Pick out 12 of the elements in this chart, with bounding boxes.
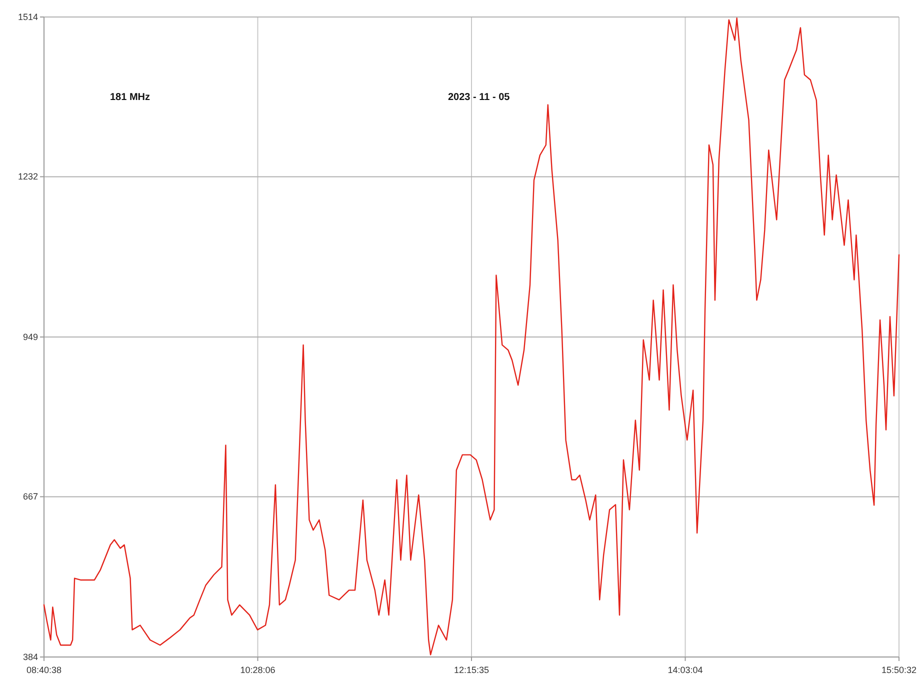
y-tick-label: 949 bbox=[22, 332, 38, 342]
y-tick-label: 384 bbox=[22, 652, 38, 662]
x-tick-label: 15:50:32 bbox=[881, 665, 917, 675]
x-tick-label: 14:03:04 bbox=[668, 665, 703, 675]
x-tick-label: 12:15:35 bbox=[454, 665, 490, 675]
y-tick-label: 1514 bbox=[18, 12, 38, 22]
annotation: 2023 - 11 - 05 bbox=[448, 92, 510, 103]
annotation: 181 MHz bbox=[110, 92, 150, 103]
x-tick-label: 10:28:06 bbox=[240, 665, 276, 675]
y-tick-label: 1232 bbox=[18, 172, 38, 182]
y-tick-label: 667 bbox=[22, 492, 38, 502]
x-tick-label: 08:40:38 bbox=[26, 665, 62, 675]
